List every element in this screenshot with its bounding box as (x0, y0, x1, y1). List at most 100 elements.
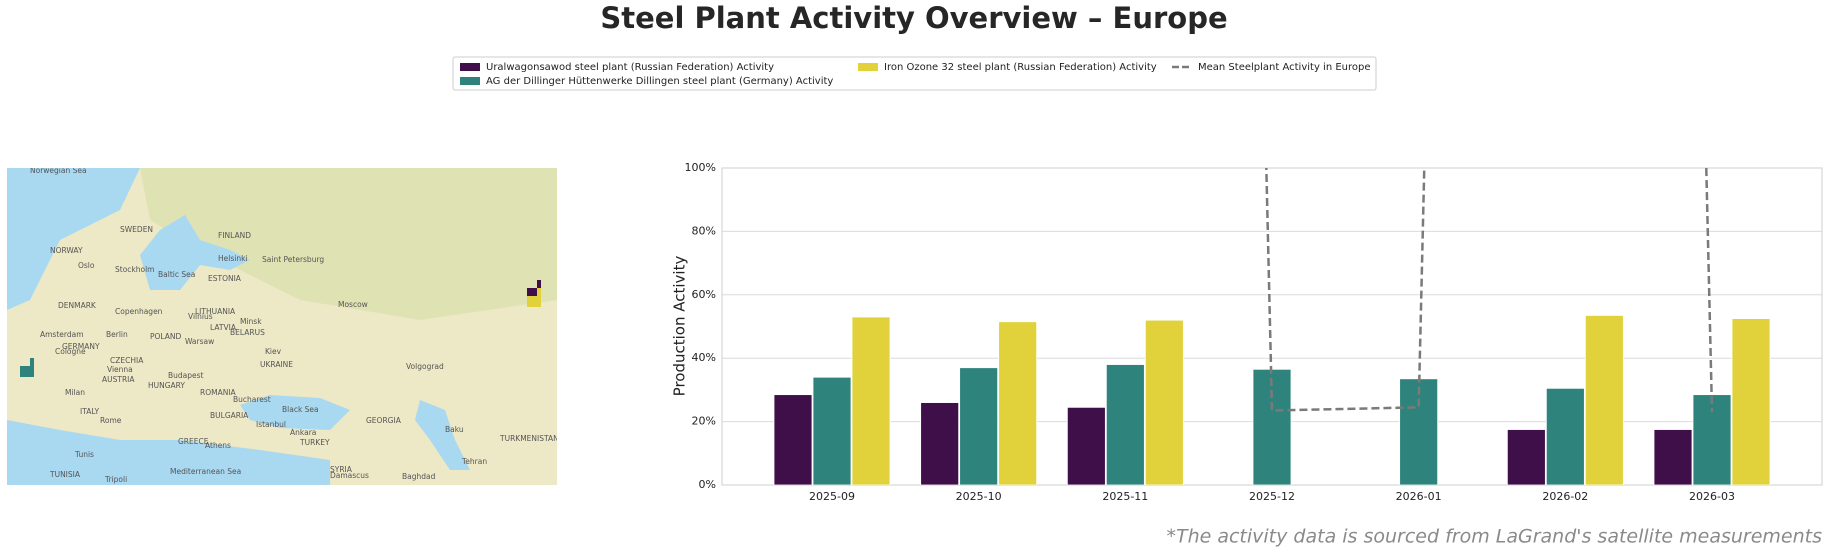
map-label: LITHUANIA (195, 307, 236, 316)
map-label: ITALY (80, 407, 100, 416)
map-label: UKRAINE (260, 360, 293, 369)
map-label: Bucharest (233, 395, 271, 404)
map-label: Baku (445, 425, 464, 434)
map-label: Moscow (338, 300, 368, 309)
map-label: FINLAND (218, 231, 251, 240)
map-label: Tripoli (104, 475, 127, 484)
bar (1653, 429, 1693, 485)
bar (1506, 429, 1546, 485)
x-tick-label: 2026-01 (1396, 490, 1442, 503)
map-label: Amsterdam (40, 330, 84, 339)
map-label: Damascus (330, 471, 369, 480)
map-black-sea (240, 395, 350, 430)
map-label: POLAND (150, 332, 182, 341)
bar (959, 367, 999, 485)
map-label: Baghdad (402, 472, 436, 481)
bar (1144, 319, 1184, 485)
y-tick-label: 60% (692, 288, 716, 301)
plant-marker-chimney (30, 358, 34, 366)
map-label: DENMARK (58, 301, 97, 310)
x-tick-label: 2026-03 (1689, 490, 1735, 503)
map-label: TURKEY (299, 438, 330, 447)
map-label: Vilnius (188, 312, 213, 321)
plant-marker (20, 366, 34, 377)
map-label: Black Sea (282, 405, 319, 414)
x-tick-label: 2025-12 (1249, 490, 1295, 503)
map-label: GERMANY (62, 342, 100, 351)
map-label: Saint Petersburg (262, 255, 324, 264)
map-label: Rome (100, 416, 122, 425)
legend-swatch (858, 63, 878, 71)
bar (998, 321, 1038, 485)
bar (920, 402, 960, 485)
map-forest (140, 168, 557, 320)
legend-frame (452, 56, 1377, 91)
legend-label: AG der Dillinger Hüttenwerke Dillingen s… (486, 76, 833, 87)
plant-marker-chimney (537, 280, 541, 288)
legend-label: Mean Steelplant Activity in Europe (1198, 62, 1371, 73)
bar (1545, 387, 1585, 485)
map-label: HUNGARY (148, 381, 185, 390)
map-label: BULGARIA (210, 411, 249, 420)
map-label: Tunis (74, 450, 94, 459)
map-label: BELARUS (230, 328, 265, 337)
y-tick-label: 80% (692, 224, 716, 237)
bar (851, 316, 891, 485)
bar (812, 376, 852, 485)
footnote: *The activity data is sourced from LaGra… (1166, 526, 1822, 548)
map-label: Oslo (78, 261, 95, 270)
map-ocean (7, 168, 140, 310)
legend-swatch (460, 63, 480, 71)
legend-label: Iron Ozone 32 steel plant (Russian Feder… (884, 62, 1157, 73)
map-label: Budapest (168, 371, 204, 380)
map-label: Baltic Sea (158, 270, 195, 279)
map-label: SWEDEN (120, 225, 153, 234)
map-label: SYRIA (330, 465, 353, 474)
x-tick-label: 2025-09 (809, 490, 855, 503)
map-label: ROMANIA (200, 388, 237, 397)
map-label: Vienna (107, 365, 133, 374)
map-label: Kiev (265, 347, 282, 356)
plant-marker (527, 296, 541, 307)
map-label: TUNISIA (49, 470, 81, 479)
x-tick-label: 2026-02 (1542, 490, 1588, 503)
map-label: Mediterranean Sea (170, 467, 241, 476)
map-label: Tehran (461, 457, 487, 466)
map-label: Berlin (106, 330, 128, 339)
map-mediterranean (7, 420, 330, 485)
y-tick-label: 0% (699, 478, 716, 491)
map-label: Athens (205, 441, 231, 450)
map-label: TURKMENISTAN (499, 434, 559, 443)
y-tick-label: 20% (692, 415, 716, 428)
map-label: GEORGIA (366, 416, 402, 425)
map-label: Volgograd (406, 362, 444, 371)
map-label: Helsinki (218, 254, 248, 263)
map-label: Warsaw (185, 337, 214, 346)
map-label: Ankara (290, 428, 316, 437)
map-label: Stockholm (115, 265, 155, 274)
map-label: NORWAY (50, 246, 83, 255)
plant-marker-chimney (537, 288, 541, 296)
map-caspian (415, 400, 470, 470)
map-baltic (140, 215, 250, 290)
bar (1399, 378, 1439, 485)
map: Norwegian Sea SWEDEN FINLAND NORWAY Oslo Stoc… (7, 168, 559, 485)
x-tick-label: 2025-10 (956, 490, 1002, 503)
legend-swatch (460, 77, 480, 85)
plot-area (773, 168, 1771, 485)
map-label: GREECE (178, 437, 209, 446)
legend-label: Uralwagonsawod steel plant (Russian Fede… (486, 62, 774, 73)
y-tick-label: 40% (692, 351, 716, 364)
map-label: LATVIA (210, 323, 237, 332)
y-tick-label: 100% (685, 161, 716, 174)
bar (1252, 368, 1292, 485)
bar (1584, 315, 1624, 485)
y-axis-label: Production Activity (671, 256, 689, 397)
x-tick-label: 2025-11 (1102, 490, 1148, 503)
map-label: Minsk (240, 317, 262, 326)
map-label: Milan (65, 388, 85, 397)
bar (1066, 406, 1106, 485)
map-label: CZECHIA (110, 356, 144, 365)
bar (1731, 318, 1771, 485)
